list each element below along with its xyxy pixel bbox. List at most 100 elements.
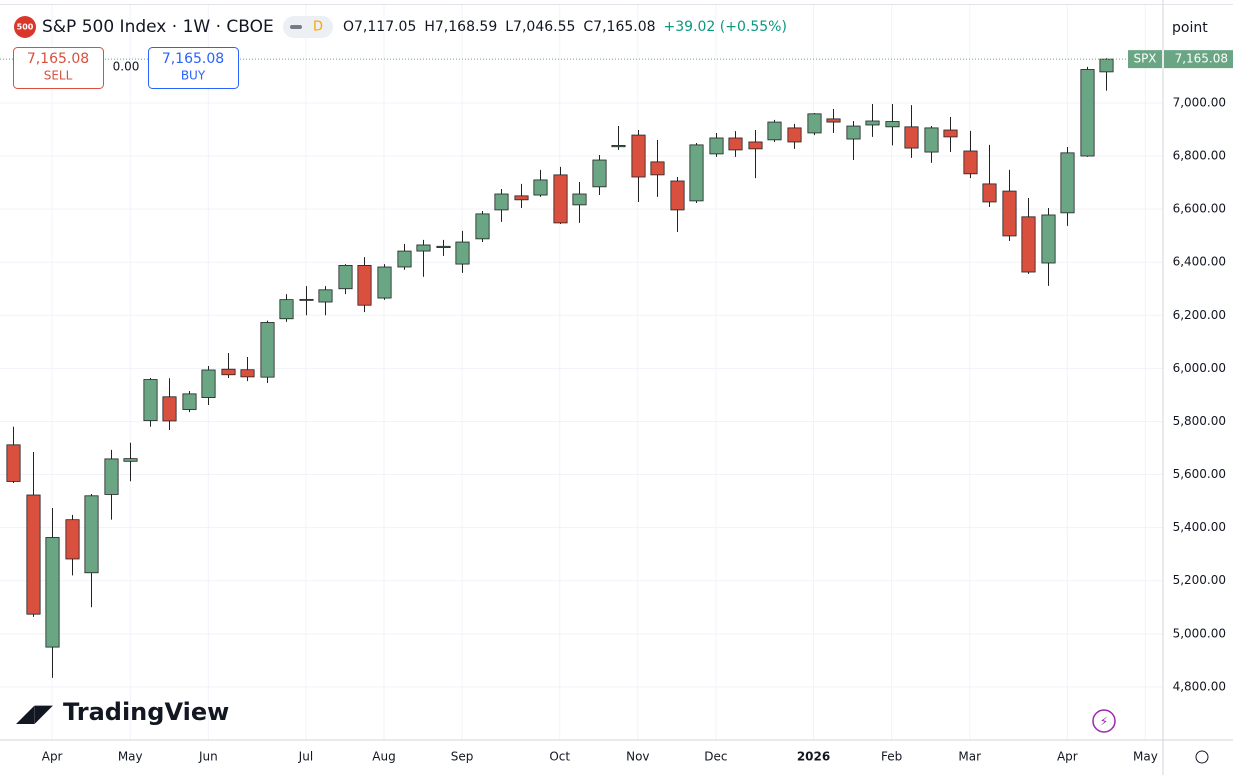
candle-body [65,519,80,560]
x-tick-label: Sep [451,750,474,764]
candle-body [318,289,333,303]
candle-body [904,126,919,149]
sell-price: 7,165.08 [27,51,89,67]
candle-body [45,537,60,648]
candle-body [84,495,99,574]
chart-title: S&P 500 Index · 1W · CBOE [42,17,274,37]
watermark: TradingView [63,698,229,726]
candle-body [514,195,529,201]
buy-button[interactable] [148,47,239,89]
candle-body [1002,190,1017,237]
spread: 0.00 [113,60,140,74]
candle-body [826,118,841,123]
candle-body [748,141,763,150]
legend-item: C7,165.08 [583,19,655,35]
legend-item: L7,046.55 [505,19,575,35]
alert-glyph: ⚡ [1100,715,1108,729]
legend-item: H7,168.59 [424,19,497,35]
x-tick-label: May [1133,750,1158,764]
legend-item: +39.02 (+0.55%) [664,19,787,35]
candles [0,58,1163,678]
x-tick-label: May [118,750,143,764]
candle-body [455,241,470,265]
y-tick-label: 6,000.00 [1173,361,1226,375]
x-tick-label: Jul [298,750,313,764]
price-tag-name: SPX [1133,52,1156,66]
candle-body [553,174,568,224]
candle-body [611,145,626,148]
y-tick-label: 5,400.00 [1173,520,1226,534]
x-tick-label: Jun [198,750,218,764]
candle-body [670,180,685,211]
candle-body [182,393,197,410]
candle-body [397,250,412,268]
buy-label: BUY [181,69,206,83]
candle-body [572,193,587,206]
y-tick-label: 5,000.00 [1173,626,1226,640]
ui: 500 S&P 500 Index · 1W · CBOE D O7,117.0… [13,12,1233,764]
candle-body [299,298,314,301]
y-tick-label: 4,800.00 [1173,679,1226,693]
candle-body [143,379,158,422]
x-tick-label: Feb [881,750,902,764]
price-tag-bg [1164,50,1233,69]
settings-icon[interactable] [1195,750,1209,764]
unit-box [1165,12,1231,44]
buy-price: 7,165.08 [162,51,224,67]
logo-mark: ◢◤ [16,699,53,727]
candle-body [631,134,646,178]
candle-body [650,161,665,176]
x-tick-label: Nov [626,750,649,764]
candle-body [1060,152,1075,214]
x-tick-label: Mar [958,750,981,764]
y-tick-label: 5,200.00 [1173,573,1226,587]
sell-button[interactable] [13,47,104,89]
sell-label: SELL [44,69,73,83]
candle-body [279,299,294,320]
candle-body [709,137,724,155]
candle-body [357,264,372,306]
candle-body [963,150,978,175]
y-tick-label: 6,200.00 [1173,308,1226,322]
candle-body [1099,58,1114,73]
candle-body [924,127,939,153]
candle-body [123,458,138,462]
candle-body [943,129,958,138]
candle-body [846,125,861,140]
candle-body [533,179,548,196]
candle-body [162,396,177,422]
alert-icon[interactable] [1092,709,1116,733]
x-tick-label: 2026 [797,750,830,764]
candle-body [475,213,490,240]
x-tick-label: Aug [372,750,395,764]
ohlc-legend: O7,117.05 H7,168.59 L7,046.55 C7,165.08 +39.… [343,19,787,35]
legend-item: O7,117.05 [343,19,416,35]
candle-body [885,121,900,128]
y-tick-label: 6,400.00 [1173,255,1226,269]
candle-body [416,244,431,252]
toggle[interactable] [283,16,333,38]
y-tick-label: 5,800.00 [1173,414,1226,428]
symbol-badge [14,16,36,38]
y-tick-label: 5,600.00 [1173,467,1226,481]
x-tick-label: Apr [42,750,63,764]
candle-body [26,494,41,615]
delay-icon: D [313,20,323,35]
candle-body [787,127,802,143]
candle-body [1021,216,1036,273]
candle-body [104,458,119,495]
candle-body [592,159,607,188]
x-tick-label: Dec [704,750,727,764]
candle-body [221,368,236,376]
candle-body [1041,214,1056,264]
price-tag-name-bg [1128,50,1162,69]
toggle-icon [290,25,302,29]
candle-body [807,113,822,134]
candle-body [377,266,392,299]
candle-body [240,369,255,378]
y-tick-label: 6,800.00 [1173,149,1226,163]
candle-body [6,444,21,482]
